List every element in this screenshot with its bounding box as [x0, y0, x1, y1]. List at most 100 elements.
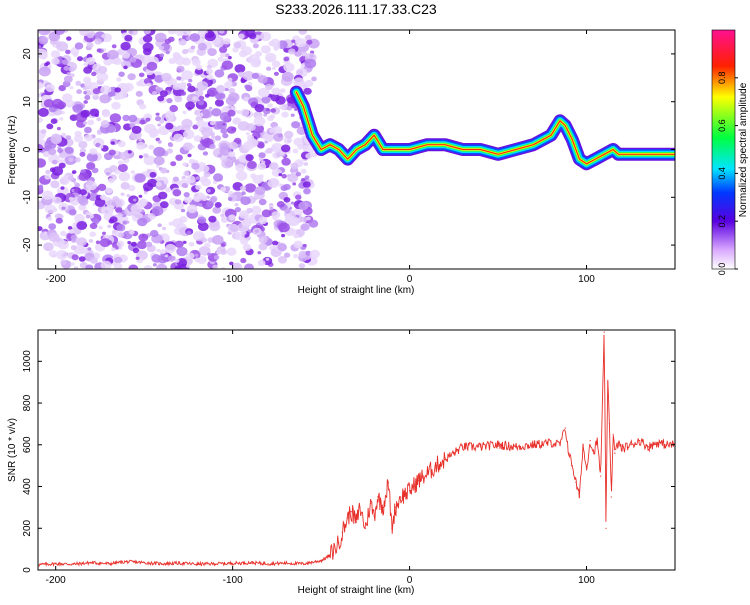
- noise-speck: [228, 87, 236, 94]
- noise-speck: [65, 135, 72, 140]
- noise-speck: [234, 203, 239, 207]
- snr-point: [647, 446, 650, 448]
- noise-speck: [242, 243, 252, 251]
- noise-speck: [183, 192, 190, 198]
- snr-point: [373, 515, 375, 517]
- noise-speck: [38, 158, 46, 168]
- noise-speck: [38, 185, 44, 191]
- noise-speck: [145, 241, 153, 247]
- noise-speck: [273, 133, 284, 142]
- noise-speck: [128, 264, 139, 269]
- noise-speck: [161, 72, 172, 82]
- noise-speck: [216, 85, 226, 93]
- noise-speck: [174, 240, 184, 248]
- noise-speck: [66, 36, 72, 41]
- noise-speck: [157, 223, 162, 228]
- noise-speck: [129, 56, 137, 63]
- noise-speck: [303, 162, 309, 166]
- noise-speck: [194, 257, 201, 263]
- noise-speck: [251, 205, 262, 215]
- snr-point: [232, 562, 234, 564]
- snr-point: [578, 496, 581, 498]
- noise-speck: [227, 109, 236, 117]
- noise-speck: [214, 135, 222, 141]
- noise-speck: [302, 181, 311, 188]
- noise-speck: [217, 153, 222, 158]
- noise-speck: [295, 194, 302, 200]
- snr-point: [435, 465, 437, 467]
- noise-speck: [281, 173, 287, 179]
- noise-speck: [117, 212, 122, 216]
- snr-point: [614, 452, 616, 454]
- noise-speck: [149, 229, 159, 238]
- noise-speck: [234, 207, 241, 213]
- noise-speck: [86, 152, 98, 162]
- noise-speck: [231, 262, 242, 269]
- noise-speck: [58, 85, 66, 92]
- noise-speck: [78, 256, 86, 262]
- noise-speck: [200, 108, 213, 119]
- noise-speck: [230, 106, 236, 111]
- noise-speck: [204, 242, 211, 248]
- noise-speck: [117, 140, 126, 148]
- noise-speck: [191, 58, 201, 66]
- noise-speck: [146, 61, 158, 71]
- noise-speck: [116, 224, 126, 232]
- noise-speck: [266, 66, 272, 71]
- noise-speck: [283, 56, 290, 62]
- noise-speck: [295, 171, 302, 177]
- noise-speck: [169, 104, 178, 113]
- noise-speck: [159, 119, 165, 124]
- noise-speck: [138, 194, 143, 198]
- noise-speck: [257, 259, 266, 267]
- noise-speck: [61, 206, 66, 210]
- noise-speck: [207, 252, 212, 256]
- noise-speck: [240, 196, 251, 206]
- noise-speck: [110, 141, 115, 145]
- snr-point: [214, 563, 216, 565]
- noise-speck: [253, 197, 258, 201]
- noise-speck: [197, 222, 209, 232]
- noise-speck: [302, 243, 307, 248]
- noise-speck: [84, 126, 92, 134]
- noise-speck: [219, 145, 232, 156]
- noise-speck: [130, 170, 135, 174]
- noise-speck: [293, 240, 303, 249]
- noise-speck: [186, 175, 196, 184]
- noise-speck: [278, 222, 290, 233]
- noise-speck: [91, 71, 97, 77]
- snr-point: [267, 563, 269, 565]
- noise-speck: [78, 172, 90, 182]
- noise-speck: [284, 130, 294, 139]
- noise-speck: [76, 104, 83, 110]
- noise-speck: [127, 241, 132, 245]
- noise-speck: [257, 142, 265, 149]
- noise-speck: [83, 121, 88, 125]
- noise-speck: [245, 154, 254, 162]
- noise-speck: [267, 103, 274, 108]
- noise-speck: [240, 46, 253, 56]
- noise-speck: [270, 93, 280, 102]
- noise-speck: [107, 177, 115, 184]
- snr-point: [394, 506, 396, 508]
- noise-speck: [278, 173, 283, 177]
- noise-speck: [195, 64, 203, 71]
- noise-speck: [208, 215, 217, 223]
- noise-speck: [293, 137, 304, 146]
- noise-speck: [69, 86, 74, 90]
- noise-speck: [86, 42, 94, 48]
- noise-speck: [281, 233, 286, 238]
- noise-speck: [245, 84, 253, 91]
- noise-speck: [227, 223, 240, 234]
- noise-speck: [186, 264, 190, 268]
- spectrogram-x-ticks: -200 -100 0 100: [46, 30, 595, 285]
- noise-speck: [300, 223, 310, 231]
- snr-point: [550, 442, 552, 444]
- snr-point: [453, 452, 455, 454]
- noise-speck: [254, 186, 266, 196]
- y-tick-label: 0: [22, 567, 33, 573]
- snr-point: [249, 562, 251, 564]
- colorbar-tick-label: 0.8: [717, 72, 727, 85]
- noise-speck: [56, 41, 69, 52]
